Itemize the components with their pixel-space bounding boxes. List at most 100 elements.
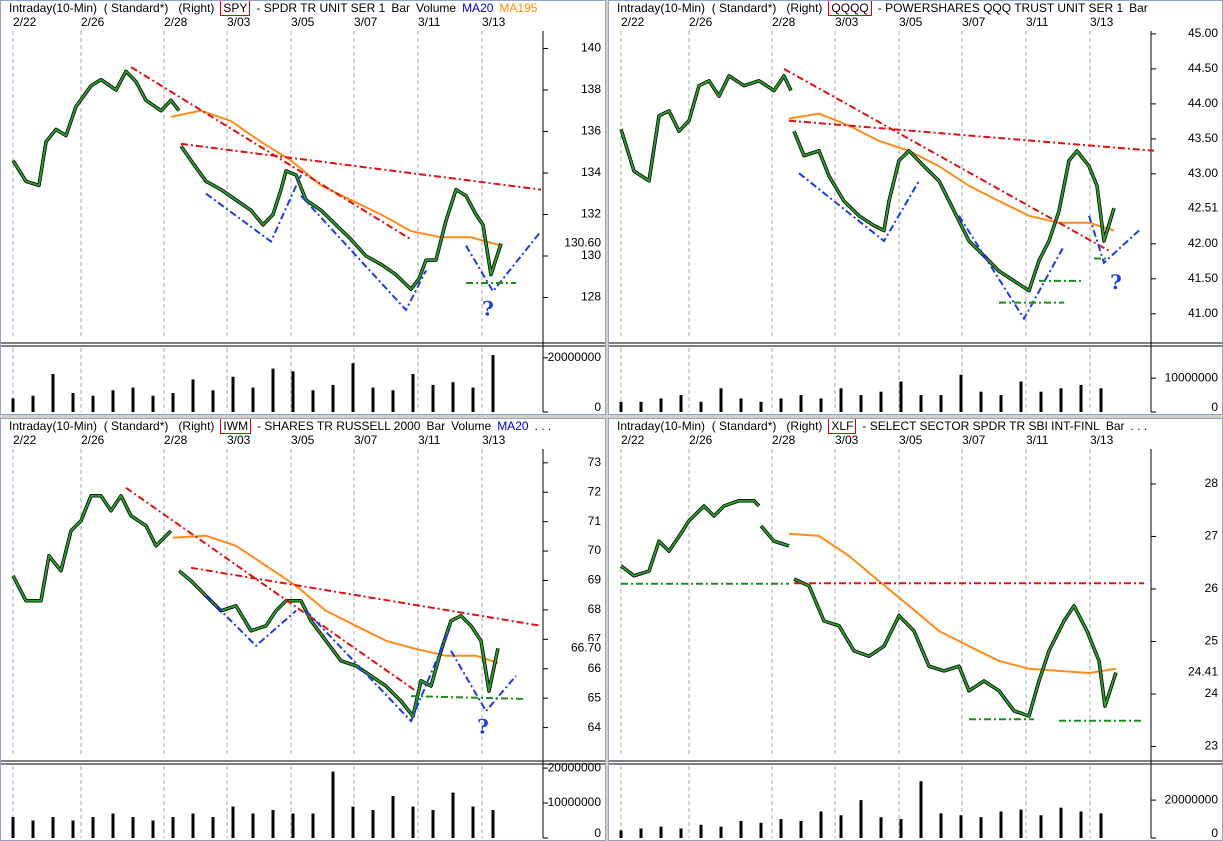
trendline xyxy=(300,195,427,312)
volume-bar xyxy=(1059,807,1063,838)
volume-bar xyxy=(291,813,295,838)
trendline xyxy=(410,695,527,700)
last-price-box xyxy=(563,236,603,251)
volume-bar xyxy=(839,815,843,838)
volume-bar xyxy=(919,781,923,838)
y-tick-label: 134 xyxy=(581,165,601,179)
volume-bar xyxy=(639,828,643,838)
volume-bar xyxy=(959,374,963,412)
volume-bar xyxy=(1099,813,1103,838)
annotation: ? xyxy=(482,296,494,320)
volume-bar xyxy=(471,387,475,412)
chart: 2/22 2/26 2/28 3/03 3/05 3/07 3/11 3/13 41.00 41.… xyxy=(609,15,1222,414)
last-price-box xyxy=(563,641,603,656)
volume-bar xyxy=(231,376,235,412)
chart: 2/22 2/26 2/28 3/03 3/05 3/07 3/11 3/13 23 24 25 26… xyxy=(609,433,1222,840)
volume-bar xyxy=(191,379,195,412)
date-label: 2/26 xyxy=(81,15,105,29)
volume-bar xyxy=(779,819,783,838)
volume-bar xyxy=(131,817,135,838)
security-name: - POWERSHARES QQQ TRUST UNIT SER 1 xyxy=(877,1,1124,15)
volume-bar xyxy=(1079,811,1083,838)
date-label: 3/03 xyxy=(835,15,859,29)
volume-bar xyxy=(679,395,683,412)
volume-bar xyxy=(879,817,883,838)
trendline xyxy=(205,595,297,648)
date-label: 3/07 xyxy=(354,15,378,29)
trendline xyxy=(783,68,1110,252)
y-tick-label: 24 xyxy=(1205,686,1219,700)
security-name: - SHARES TR RUSSELL 2000 xyxy=(257,419,421,433)
y-tick-label: 69 xyxy=(588,573,602,587)
y-tick-label: 64 xyxy=(588,720,602,734)
volume-bar xyxy=(839,388,843,412)
volume-bar xyxy=(271,810,275,838)
volume-bar xyxy=(739,398,743,412)
y-tick-label: 41.50 xyxy=(1188,271,1218,285)
volume-bar xyxy=(1019,381,1023,412)
y-tick-label: 43.50 xyxy=(1188,131,1218,145)
trendline xyxy=(305,610,452,723)
volume-bar xyxy=(959,815,963,838)
volume-bar xyxy=(899,381,903,412)
security-name: - SELECT SECTOR SPDR TR SBI INT-FINL xyxy=(862,419,1100,433)
chart-panel: 2/22 2/26 2/28 3/03 3/05 3/07 3/11 3/13 41.00 41.… xyxy=(608,0,1223,415)
header-item: Volume xyxy=(451,419,492,433)
header-prefix: Intraday(10-Min) ( Standard*) (Right) xyxy=(617,1,823,15)
volume-bar xyxy=(819,811,823,838)
volume-bar xyxy=(371,810,375,838)
trendline xyxy=(465,230,542,294)
volume-bar xyxy=(879,391,883,412)
header-prefix: Intraday(10-Min) ( Standard*) (Right) xyxy=(617,419,823,433)
volume-bar xyxy=(251,813,255,838)
chart-header: Intraday(10-Min) ( Standard*) (Right) IWM… xyxy=(9,419,557,434)
trendline xyxy=(450,650,517,713)
y-tick-label: 41.00 xyxy=(1188,306,1218,320)
volume-bar xyxy=(779,398,783,412)
volume-bar xyxy=(411,806,415,838)
volume-tick-label: 0 xyxy=(1211,826,1218,840)
volume-bar xyxy=(431,810,435,838)
trendline xyxy=(798,172,920,243)
chart: 2/22 2/26 2/28 3/03 3/05 3/07 3/11 3/1312813013… xyxy=(1,15,605,414)
date-label: 3/05 xyxy=(899,433,923,447)
price-line xyxy=(12,494,499,718)
price-line xyxy=(12,70,502,291)
price-line xyxy=(11,69,503,291)
last-price-box xyxy=(1171,665,1220,680)
chart: 2/22 2/26 2/28 3/03 3/05 3/07 3/11 3/1364656667… xyxy=(1,433,605,840)
y-tick-label: 25 xyxy=(1205,634,1219,648)
date-label: 2/26 xyxy=(81,433,105,447)
header-item: Volume xyxy=(416,1,457,15)
volume-bar xyxy=(91,395,95,412)
security-name: - SPDR TR UNIT SER 1 xyxy=(256,1,386,15)
volume-bar xyxy=(131,387,135,412)
date-label: 3/07 xyxy=(962,15,986,29)
y-tick-label: 71 xyxy=(588,514,602,528)
trendline xyxy=(180,142,542,191)
y-tick-label: 28 xyxy=(1205,476,1219,490)
volume-bar xyxy=(979,391,983,412)
header-item: MA195 xyxy=(499,1,538,15)
date-label: 3/13 xyxy=(1090,15,1114,29)
volume-bar xyxy=(331,384,335,412)
y-tick-label: 27 xyxy=(1205,529,1219,543)
volume-bar xyxy=(799,395,803,412)
volume-bar xyxy=(171,393,175,412)
volume-bar xyxy=(719,388,723,412)
y-tick-label: 73 xyxy=(588,455,602,469)
volume-bar xyxy=(759,822,763,838)
date-label: 3/11 xyxy=(1026,15,1049,29)
price-line xyxy=(620,499,1117,717)
y-tick-label: 128 xyxy=(581,290,601,304)
date-label: 3/05 xyxy=(291,15,315,29)
volume-bar xyxy=(431,384,435,412)
volume-bar xyxy=(799,820,803,838)
volume-bar xyxy=(1079,384,1083,412)
volume-tick-label: 10000000 xyxy=(1165,370,1219,384)
volume-bar xyxy=(11,398,15,412)
volume-bar xyxy=(699,401,703,412)
chart-header: Intraday(10-Min) ( Standard*) (Right) XLF… xyxy=(617,419,1153,434)
volume-bar xyxy=(71,820,75,838)
volume-bar xyxy=(111,813,115,838)
